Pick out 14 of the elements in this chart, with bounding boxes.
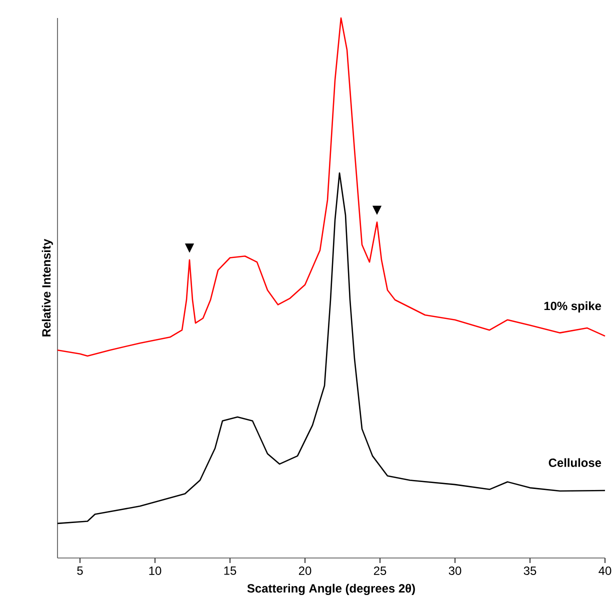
x-tick-label: 15 [224,566,236,575]
annotation: ▼ [372,206,382,215]
x-tick-label: 20 [298,566,312,575]
x-tick-label: 25 [374,566,386,575]
y-axis-title: Relative Intensity [42,238,53,336]
x-tick-label: 5 [77,566,83,575]
x-tick-label: 30 [448,566,462,575]
x-tick-label: 35 [524,566,536,575]
series-label: Cellulose [548,458,602,467]
annotation: ▼ [184,244,194,253]
series-label: 10% spike [544,301,602,313]
x-axis-title: Scattering Angle (degrees 2θ) [247,584,415,596]
x-tick-label: 40 [598,566,612,575]
x-tick-label: 10 [149,566,162,575]
